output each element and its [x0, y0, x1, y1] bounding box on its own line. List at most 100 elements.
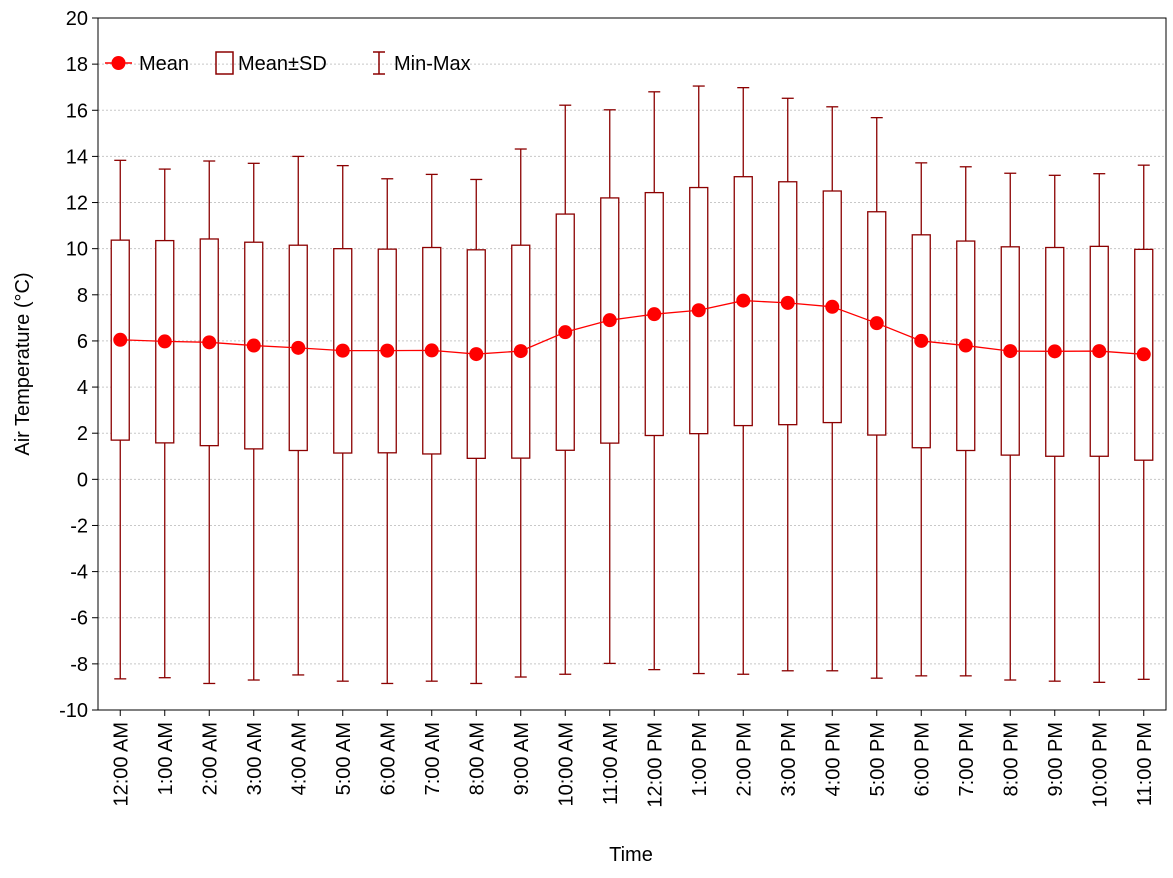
- y-tick-label: -2: [70, 515, 88, 537]
- plot-frame: [97, 17, 1167, 711]
- x-tick-label: 12:00 AM: [110, 722, 132, 807]
- x-tick-label: 3:00 PM: [778, 722, 800, 796]
- x-tick-label: 2:00 PM: [733, 722, 755, 796]
- box-6: [377, 178, 397, 685]
- y-tick-label: 6: [77, 331, 88, 353]
- mean-point: [691, 303, 706, 318]
- mean-point: [1047, 344, 1062, 359]
- mean-line: [120, 299, 1144, 355]
- y-tick-label: 4: [77, 377, 88, 399]
- x-tick-label: 4:00 AM: [288, 722, 310, 795]
- x-tick-label: 7:00 PM: [956, 722, 978, 796]
- legend-sd-box: [215, 51, 234, 75]
- box-11: [600, 109, 620, 665]
- mean-series: [113, 293, 1151, 362]
- box-14: [733, 87, 753, 675]
- y-tick-label: -10: [59, 700, 88, 722]
- box-1: [155, 168, 175, 679]
- box-13: [689, 85, 709, 675]
- mean-point: [246, 338, 261, 353]
- box-15: [778, 97, 798, 672]
- x-tick-label: 8:00 AM: [466, 722, 488, 795]
- x-tick-label: 9:00 AM: [511, 722, 533, 795]
- mean-point: [513, 344, 528, 359]
- axis-layer: -10 -8 -6 -4 -2 0 2 4 6 8 10 12 14 16 18 20 12:00 AM 1:00…: [59, 8, 1167, 808]
- y-tick-label: 0: [77, 469, 88, 491]
- box-2: [199, 160, 219, 685]
- x-tick-label: 11:00 AM: [600, 722, 622, 805]
- x-tick-label: 5:00 AM: [333, 722, 355, 795]
- mean-point: [602, 313, 617, 328]
- box-21: [1045, 174, 1065, 682]
- box-16: [822, 106, 842, 672]
- box-3: [244, 162, 264, 681]
- mean-point: [736, 293, 751, 308]
- y-tick-label: 10: [66, 239, 88, 261]
- mean-point: [647, 307, 662, 322]
- box-23: [1134, 164, 1154, 680]
- box-12: [644, 91, 664, 671]
- mean-point: [291, 340, 306, 355]
- box-8: [466, 178, 486, 685]
- y-tick-label: -6: [70, 608, 88, 630]
- mean-point: [825, 299, 840, 314]
- x-tick-label: 12:00 PM: [644, 722, 666, 808]
- legend-mean-label: Mean: [139, 53, 189, 75]
- box-22: [1089, 173, 1109, 683]
- mean-point: [113, 332, 128, 347]
- box-7: [422, 173, 442, 682]
- mean-point: [914, 333, 929, 348]
- box-17: [867, 116, 887, 679]
- box-20: [1000, 172, 1020, 681]
- box-layer: [110, 85, 1154, 685]
- mean-point: [780, 295, 795, 310]
- mean-point: [869, 316, 884, 331]
- y-tick-label: 18: [66, 54, 88, 76]
- mean-point: [558, 325, 573, 340]
- mean-point: [202, 335, 217, 350]
- x-tick-label: 5:00 PM: [867, 722, 889, 796]
- y-tick-label: 20: [66, 8, 88, 30]
- x-tick-label: 6:00 AM: [377, 722, 399, 795]
- x-tick-label: 4:00 PM: [822, 722, 844, 796]
- box-9: [511, 148, 531, 678]
- legend: Mean Mean±SD Min-Max: [105, 51, 471, 75]
- mean-point: [335, 343, 350, 358]
- box-5: [333, 164, 353, 682]
- x-tick-label: 3:00 AM: [244, 722, 266, 795]
- mean-point: [958, 338, 973, 353]
- x-tick-label: 11:00 PM: [1134, 722, 1156, 806]
- y-tick-label: 2: [77, 423, 88, 445]
- box-0: [110, 159, 130, 680]
- x-tick-label: 1:00 AM: [155, 722, 177, 795]
- x-tick-label: 7:00 AM: [422, 722, 444, 795]
- x-tick-label: 9:00 PM: [1045, 722, 1067, 796]
- legend-sd-label: Mean±SD: [238, 53, 327, 75]
- y-tick-label: 8: [77, 285, 88, 307]
- box-18: [911, 162, 931, 677]
- box-10: [555, 104, 575, 675]
- legend-mean-marker: [111, 56, 126, 70]
- y-axis-title: Air Temperature (°C): [12, 272, 34, 455]
- mean-point: [380, 343, 395, 358]
- y-tick-label: 12: [66, 193, 88, 215]
- x-tick-label: 10:00 PM: [1089, 722, 1111, 808]
- mean-point: [1136, 347, 1151, 362]
- grid-layer: [98, 63, 1166, 665]
- box-19: [956, 166, 976, 677]
- x-tick-label: 6:00 PM: [911, 722, 933, 796]
- mean-point: [424, 343, 439, 358]
- legend-minmax-icon: [373, 51, 385, 75]
- x-tick-label: 1:00 PM: [689, 722, 711, 796]
- mean-point: [1003, 344, 1018, 359]
- x-tick-label: 8:00 PM: [1000, 722, 1022, 796]
- y-tick-label: 16: [66, 100, 88, 122]
- x-tick-label: 10:00 AM: [555, 722, 577, 807]
- x-axis-title: Time: [609, 844, 653, 866]
- mean-point: [469, 347, 484, 362]
- box-4: [288, 155, 308, 676]
- mean-point: [157, 334, 172, 349]
- y-tick-label: -4: [70, 562, 88, 584]
